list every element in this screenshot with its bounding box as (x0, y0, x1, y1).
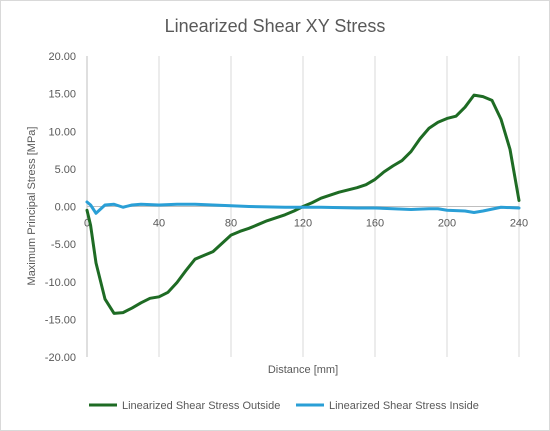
y-tick-label: 10.00 (48, 126, 76, 138)
x-tick-label: 80 (225, 218, 237, 230)
y-tick-label: 0.00 (55, 202, 76, 214)
series-lines (85, 93, 521, 315)
y-tick-label: -20.00 (45, 352, 76, 364)
chart-title: Linearized Shear XY Stress (165, 16, 386, 36)
x-tick-label-origin: 0 (84, 218, 90, 230)
legend-label: Linearized Shear Stress Inside (329, 400, 479, 412)
x-axis-title: Distance [mm] (268, 364, 338, 376)
series-line-inside (85, 200, 521, 215)
y-tick-labels: 20.00 15.00 10.00 5.00 0.00 -5.00 -10.00 -15.00… (45, 51, 76, 364)
legend-label: Linearized Shear Stress Outside (122, 400, 280, 412)
y-tick-label: 15.00 (48, 89, 76, 101)
y-tick-label: -10.00 (45, 277, 76, 289)
x-tick-labels: 40 80 120 160 200 240 0 (84, 218, 528, 230)
y-tick-label: 5.00 (55, 164, 76, 176)
legend: Linearized Shear Stress Outside Linearize… (89, 400, 479, 412)
y-tick-label: -15.00 (45, 314, 76, 326)
x-tick-label: 40 (153, 218, 165, 230)
x-tick-label: 240 (510, 218, 528, 230)
y-tick-label: -5.00 (51, 239, 76, 251)
x-tick-label: 120 (294, 218, 312, 230)
x-tick-label: 200 (438, 218, 456, 230)
series-line-outside (85, 93, 521, 315)
x-tick-label: 160 (366, 218, 384, 230)
y-tick-label: 20.00 (48, 51, 76, 63)
y-axis-title: Maximum Principal Stress [MPa] (26, 127, 38, 286)
